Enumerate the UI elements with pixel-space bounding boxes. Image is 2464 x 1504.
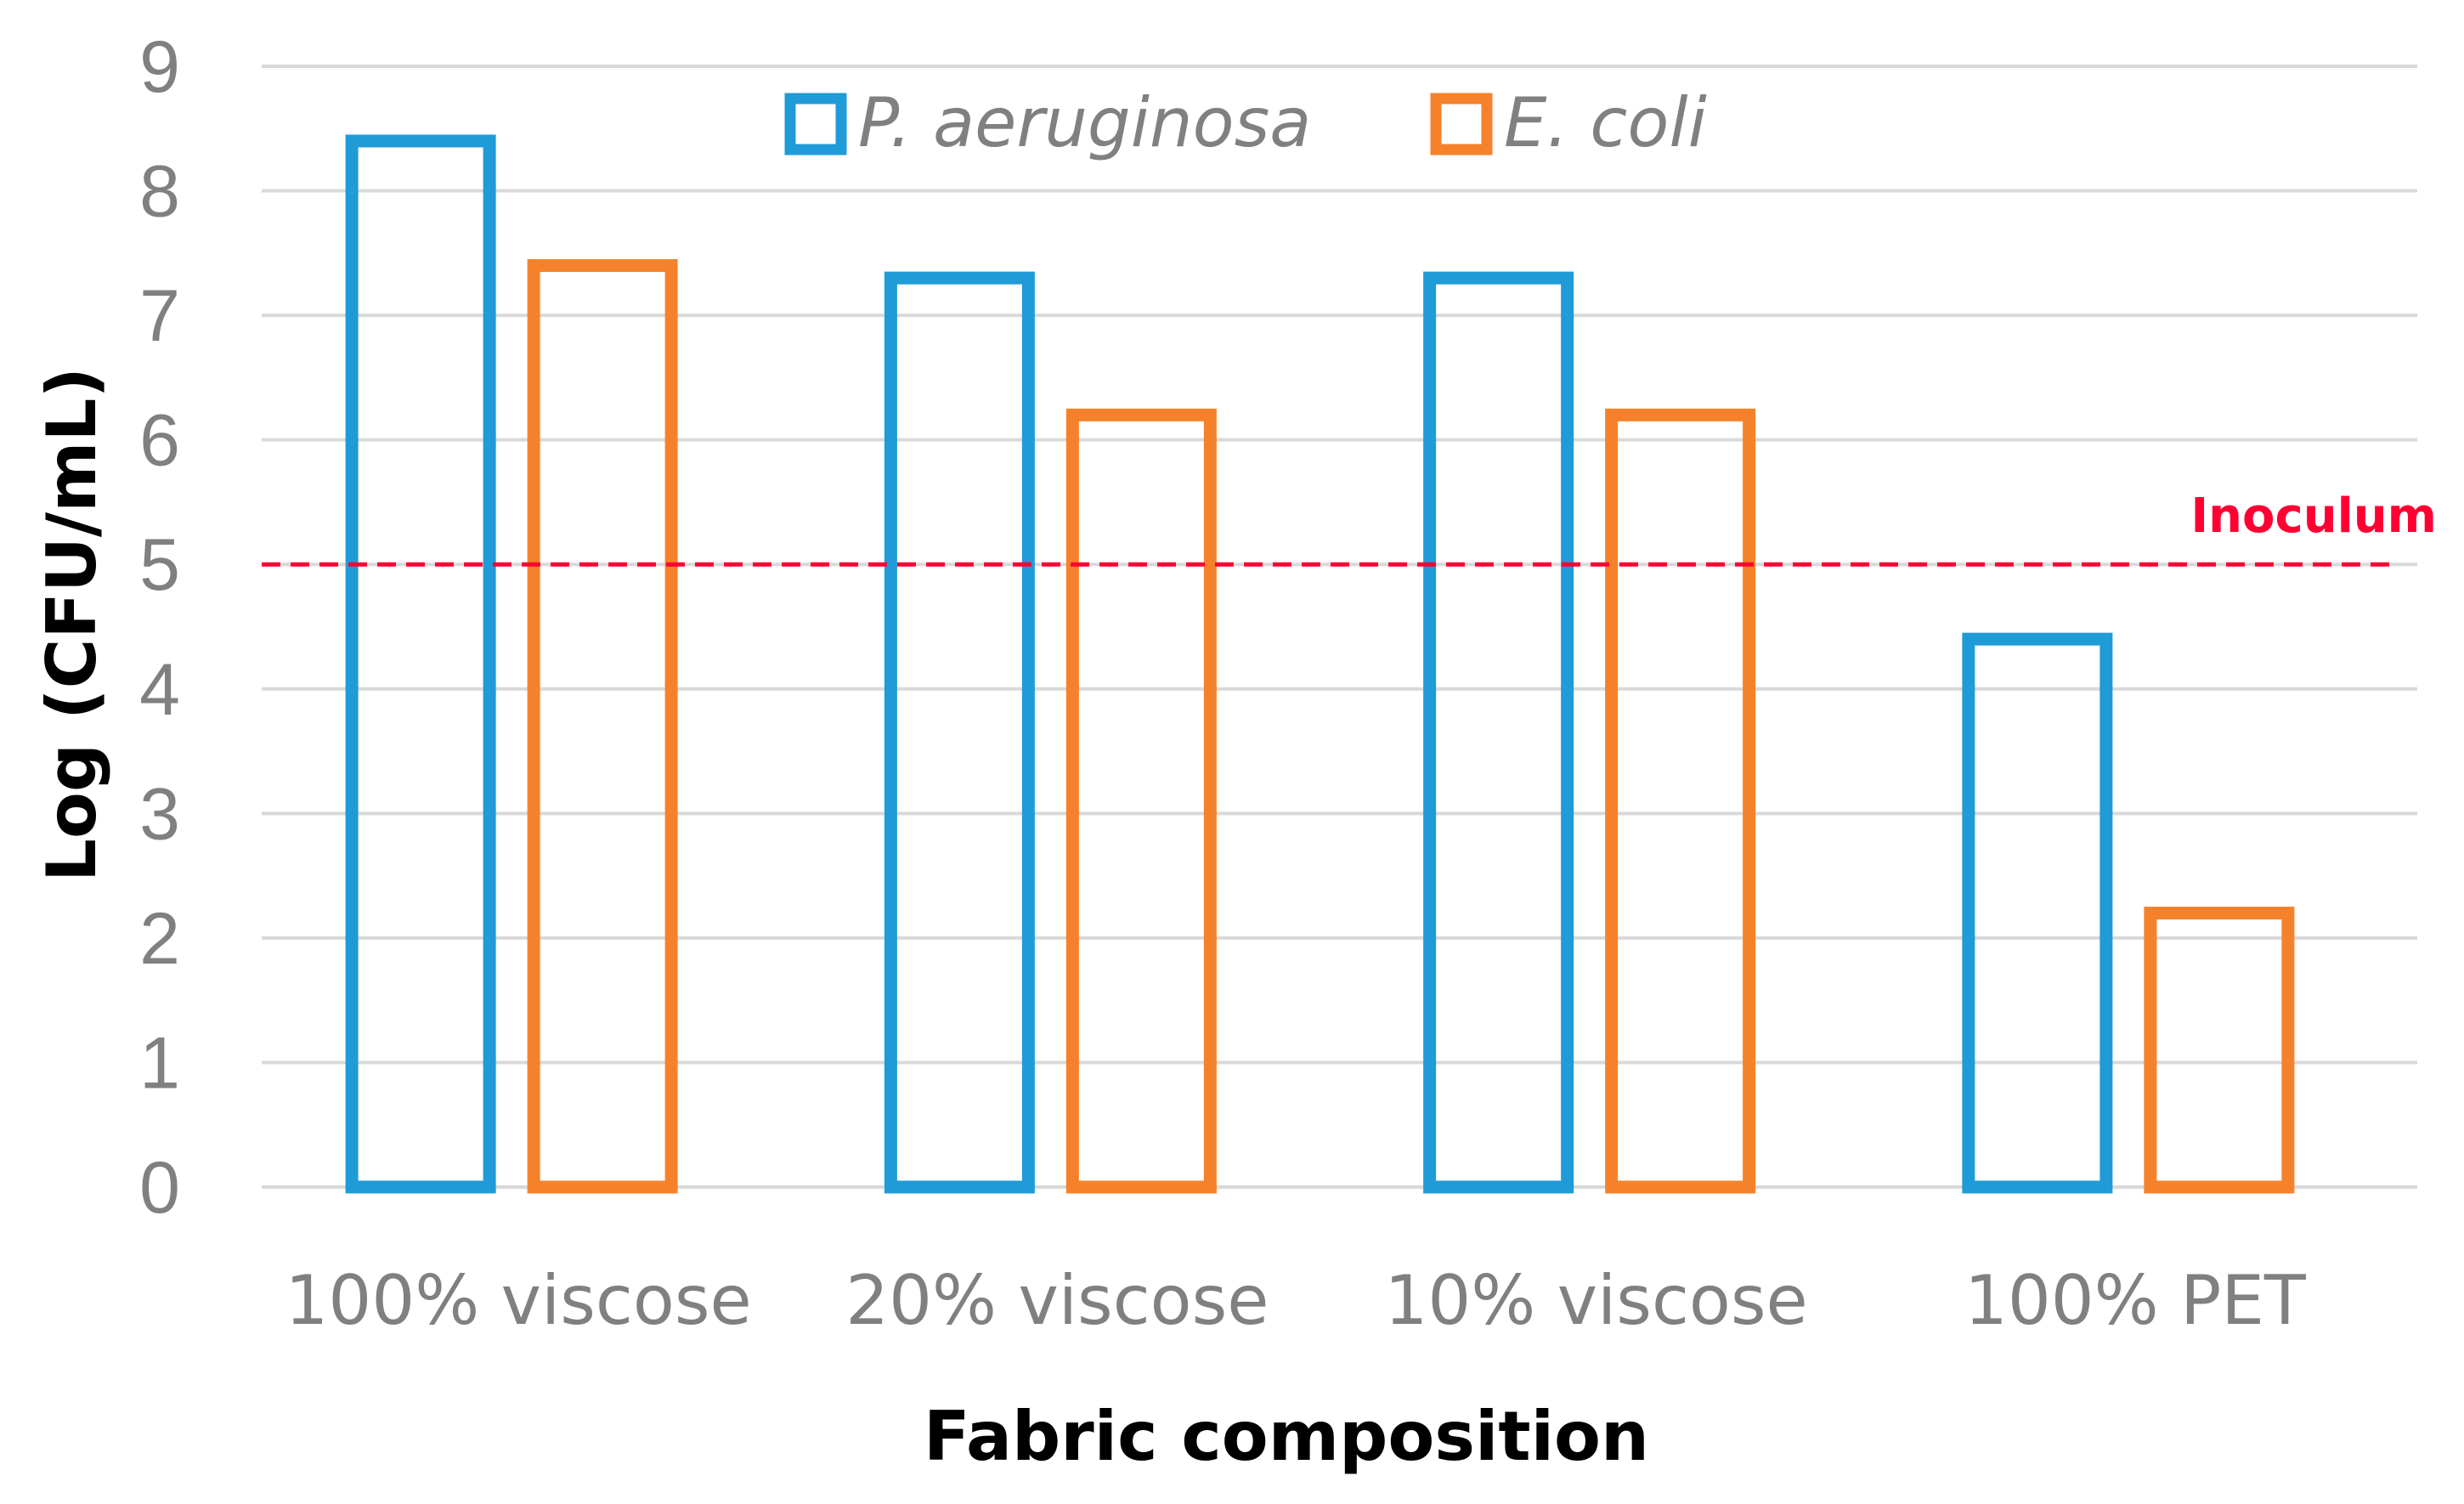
x-tick-label: 100% viscose xyxy=(285,1261,752,1340)
x-axis-title: Fabric composition xyxy=(924,1397,1649,1476)
y-tick-label: 4 xyxy=(139,649,180,731)
y-tick-label: 6 xyxy=(139,400,180,482)
bar xyxy=(1605,408,1756,1194)
bar xyxy=(527,258,678,1194)
y-tick-label: 1 xyxy=(139,1022,180,1104)
y-tick-label: 8 xyxy=(139,151,180,233)
inoculum-label: Inoculum xyxy=(2190,489,2437,544)
gridlines xyxy=(262,65,2417,1189)
x-tick-label: 100% PET xyxy=(1964,1261,2307,1340)
bar xyxy=(1065,408,1217,1194)
y-tick-label: 0 xyxy=(139,1147,180,1229)
y-tick-label: 3 xyxy=(139,773,180,855)
x-tick-label: 10% viscose xyxy=(1384,1261,1807,1340)
y-tick-label: 2 xyxy=(139,898,180,980)
legend: P. aeruginosa E. coli xyxy=(784,83,1707,162)
bars xyxy=(345,134,2295,1194)
legend-swatch xyxy=(1430,93,1493,155)
x-axis-categories: 100% viscose 20% viscose 10% viscose 100% P… xyxy=(285,1261,2307,1340)
y-axis-ticks: 0 1 2 3 4 5 6 7 8 9 xyxy=(139,26,180,1229)
y-axis-title: Log (CFU/mL) xyxy=(32,367,111,882)
bar xyxy=(2144,907,2295,1194)
bar xyxy=(1423,271,1574,1194)
y-tick-label: 7 xyxy=(139,275,180,357)
y-tick-label: 5 xyxy=(139,524,180,606)
y-tick-label: 9 xyxy=(139,26,180,108)
legend-swatch xyxy=(784,93,847,155)
bar xyxy=(345,134,496,1194)
legend-label: P. aeruginosa xyxy=(858,83,1311,162)
bar xyxy=(1962,632,2113,1194)
x-tick-label: 20% viscose xyxy=(845,1261,1269,1340)
legend-label: E. coli xyxy=(1504,83,1707,162)
bar xyxy=(884,271,1035,1194)
inoculum-reference: Inoculum xyxy=(262,489,2437,567)
